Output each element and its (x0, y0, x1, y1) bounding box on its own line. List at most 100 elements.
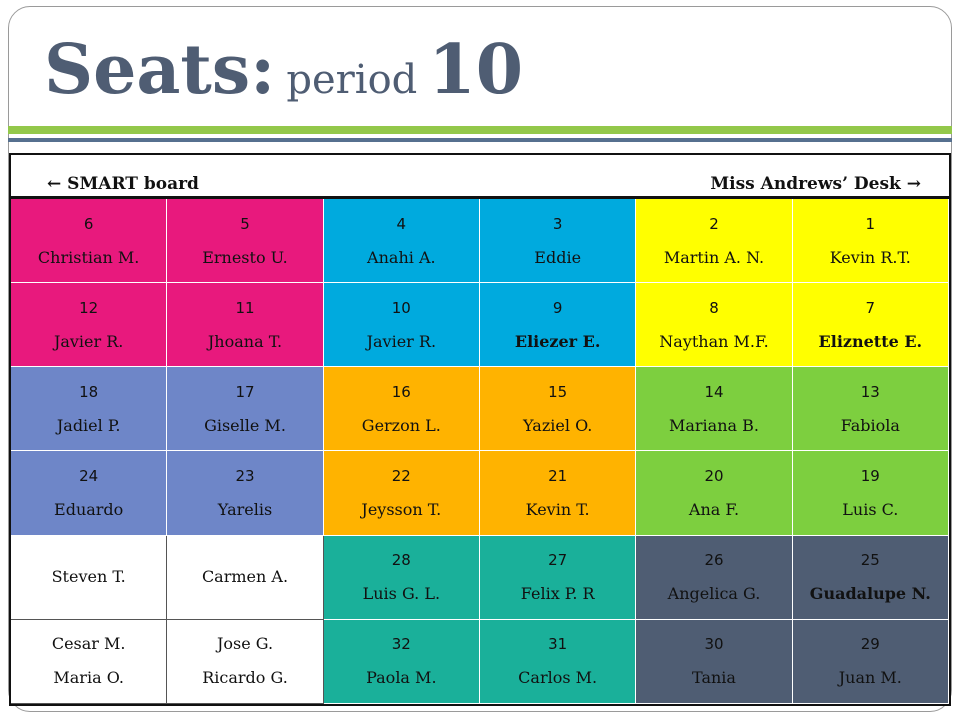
student-name: Javier R. (366, 331, 437, 351)
seat-number: 10 (391, 298, 411, 317)
seat-cell: 5 Ernesto U. (167, 199, 324, 284)
seat-cell: 10 Javier R. (323, 283, 480, 368)
seat-cell: 15 Yaziel O. (479, 367, 637, 452)
seat-number: 5 (240, 214, 250, 233)
classroom-front: ← SMART board Miss Andrews’ Desk → (11, 155, 949, 199)
student-name: Javier R. (53, 331, 124, 351)
student-name: Christian M. (37, 247, 140, 267)
student-name: Yaziel O. (522, 415, 593, 435)
seat-cell: 3 Eddie (479, 199, 637, 284)
seat-cell: 29 Juan M. (792, 619, 949, 704)
seat-number: 24 (79, 467, 99, 486)
seat-cell: Jose G. Ricardo G. (167, 619, 324, 704)
student-name: Giselle M. (204, 415, 286, 435)
student-name: Angelica G. (667, 584, 761, 604)
seat-cell: 13 Fabiola (792, 367, 949, 452)
student-name: Felix P. R (520, 584, 595, 604)
seat-number: 26 (704, 551, 724, 570)
seat-cell: 6 Christian M. (11, 199, 168, 284)
seat-number: 7 (865, 298, 876, 317)
seat-number: 8 (709, 298, 719, 317)
seat-cell: Cesar M. Maria O. (11, 619, 168, 704)
seat-number: 25 (860, 551, 880, 570)
seat-cell: 12 Javier R. (11, 283, 168, 368)
student-name: Mariana B. (668, 415, 759, 435)
seat-cell: 8 Naythan M.F. (636, 283, 793, 368)
student-name: Kevin T. (525, 500, 590, 520)
student-name: Steven T. (51, 567, 126, 587)
student-name: Kevin R.T. (829, 247, 911, 267)
seat-number: 11 (235, 298, 255, 317)
title-rule-green (8, 126, 952, 134)
seat-number: 23 (235, 467, 255, 486)
seat-number: 1 (865, 214, 876, 233)
seat-number: 9 (552, 298, 563, 317)
seat-cell: 18 Jadiel P. (11, 367, 168, 452)
seat-cell: 17 Giselle M. (167, 367, 324, 452)
student-name: Maria O. (53, 668, 124, 688)
smart-board-label: ← SMART board (47, 174, 199, 194)
title-word-number: 10 (428, 30, 524, 110)
student-name: Eduardo (54, 500, 124, 520)
title-rule-blue (8, 138, 952, 142)
student-name: Ana F. (688, 500, 740, 520)
student-name: Ernesto U. (202, 247, 288, 267)
seat-cell: Steven T. (11, 535, 168, 620)
student-name: Paola M. (366, 668, 437, 688)
seat-grid: 6 Christian M. 5 Ernesto U. 4 Anahi A. 3 Eddie 2… (11, 199, 949, 704)
seat-cell: 19 Luis C. (792, 451, 949, 536)
seat-number: 32 (391, 635, 411, 654)
seat-number: 3 (552, 214, 563, 233)
seat-cell: 30 Tania (636, 619, 793, 704)
seat-number: 13 (860, 382, 880, 401)
seating-chart: ← SMART board Miss Andrews’ Desk → 6 Chri… (9, 153, 951, 706)
seat-cell: 21 Kevin T. (479, 451, 637, 536)
seat-cell: 14 Mariana B. (636, 367, 793, 452)
seat-number: 15 (548, 382, 568, 401)
seat-number: 19 (860, 467, 880, 486)
student-name: Juan M. (838, 668, 902, 688)
student-name: Carlos M. (518, 668, 598, 688)
seat-number: 20 (704, 467, 724, 486)
title-word-period: period (286, 57, 418, 103)
seat-number: 6 (83, 214, 94, 233)
student-name: Martin A. N. (663, 247, 765, 267)
student-name: Guadalupe N. (809, 584, 931, 604)
student-name: Jhoana T. (207, 331, 283, 351)
seat-number: 31 (548, 635, 568, 654)
student-name: Luis C. (842, 500, 899, 520)
seat-cell: 25 Guadalupe N. (792, 535, 949, 620)
seat-cell: 16 Gerzon L. (323, 367, 480, 452)
title-word-seats: Seats: (44, 30, 276, 110)
seat-number: 28 (391, 551, 411, 570)
student-name: Eliznette E. (818, 331, 923, 351)
seat-cell: 4 Anahi A. (323, 199, 480, 284)
seat-number: 12 (79, 298, 99, 317)
seat-cell: 32 Paola M. (323, 619, 480, 704)
student-name: Gerzon L. (361, 415, 441, 435)
seat-number: 29 (860, 635, 880, 654)
seat-number: 22 (391, 467, 411, 486)
student-name: Ricardo G. (202, 668, 288, 688)
seat-cell: Carmen A. (167, 535, 324, 620)
seat-number: 14 (704, 382, 724, 401)
slide-frame (8, 6, 952, 712)
seat-cell: 26 Angelica G. (636, 535, 793, 620)
seat-cell: 2 Martin A. N. (636, 199, 793, 284)
seat-number: 30 (704, 635, 724, 654)
seat-number: 21 (548, 467, 568, 486)
student-name: Tania (692, 668, 736, 688)
seat-cell: 24 Eduardo (11, 451, 168, 536)
seat-cell: 20 Ana F. (636, 451, 793, 536)
seat-cell: 11 Jhoana T. (167, 283, 324, 368)
page-title: Seats: period 10 (44, 36, 523, 104)
teacher-desk-label: Miss Andrews’ Desk → (710, 174, 921, 194)
seat-cell: 9 Eliezer E. (479, 283, 637, 368)
seat-cell: 27 Felix P. R (479, 535, 637, 620)
seat-cell: 28 Luis G. L. (323, 535, 480, 620)
seat-cell: 22 Jeysson T. (323, 451, 480, 536)
student-name: Fabiola (840, 415, 900, 435)
seat-number: 17 (235, 382, 255, 401)
student-name: Anahi A. (367, 247, 436, 267)
seat-number: 27 (548, 551, 568, 570)
